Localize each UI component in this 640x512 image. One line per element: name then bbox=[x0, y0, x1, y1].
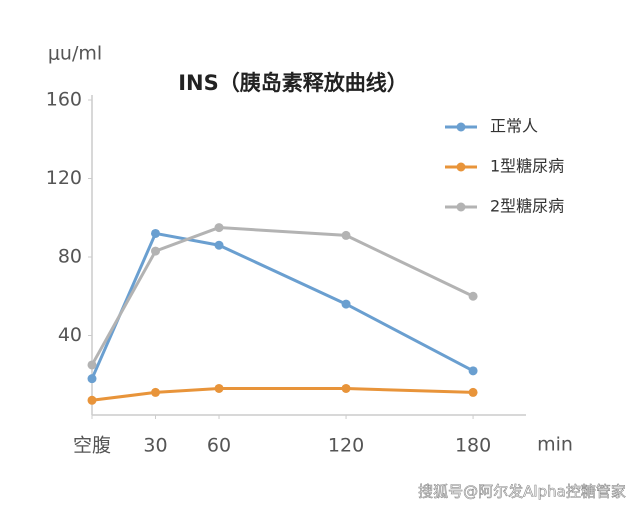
x-axis-unit: min bbox=[537, 434, 573, 456]
legend-marker bbox=[456, 122, 466, 132]
data-point bbox=[87, 395, 97, 405]
data-point bbox=[468, 366, 478, 376]
x-tick-label: 空腹 bbox=[73, 435, 111, 457]
legend-label: 2型糖尿病 bbox=[490, 197, 564, 216]
data-point bbox=[214, 223, 224, 233]
data-point bbox=[468, 387, 478, 397]
x-tick-label: 120 bbox=[328, 435, 364, 457]
data-point bbox=[468, 291, 478, 301]
legend-marker bbox=[456, 162, 466, 172]
data-point bbox=[151, 246, 161, 256]
data-point bbox=[214, 240, 224, 250]
data-point bbox=[341, 299, 351, 309]
chart-title: INS（胰岛素释放曲线） bbox=[178, 71, 408, 95]
data-point bbox=[151, 387, 161, 397]
y-tick-label: 160 bbox=[46, 89, 82, 111]
y-tick-label: 120 bbox=[46, 167, 82, 189]
legend-label: 正常人 bbox=[490, 117, 538, 136]
data-point bbox=[151, 228, 161, 238]
data-point bbox=[341, 230, 351, 240]
x-tick-label: 180 bbox=[455, 435, 491, 457]
y-tick-label: 80 bbox=[58, 246, 82, 268]
x-tick-label: 30 bbox=[143, 435, 167, 457]
legend-label: 1型糖尿病 bbox=[490, 157, 564, 176]
x-tick-label: 60 bbox=[207, 435, 231, 457]
data-point bbox=[87, 374, 97, 384]
y-axis-unit: μu/ml bbox=[48, 43, 102, 65]
legend-marker bbox=[456, 202, 466, 212]
data-point bbox=[341, 383, 351, 393]
watermark: 搜狐号@阿尔发Alpha控糖管家 bbox=[418, 483, 626, 501]
y-tick-label: 40 bbox=[58, 324, 82, 346]
data-point bbox=[214, 383, 224, 393]
data-point bbox=[87, 360, 97, 370]
